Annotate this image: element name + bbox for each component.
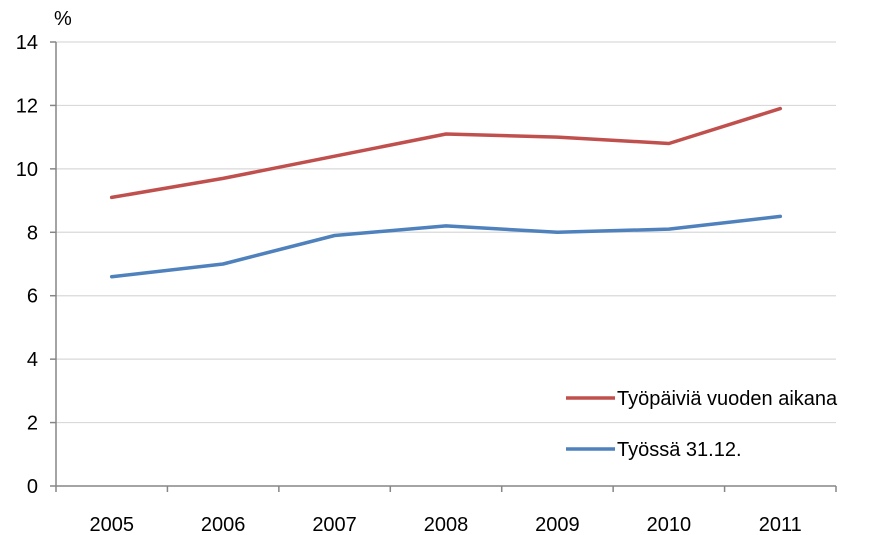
x-tick-label: 2011 [759,514,802,535]
x-tick-label: 2007 [312,514,357,535]
x-tick-label: 2010 [647,514,692,535]
gridlines [56,41,836,424]
legend: Työpäiviä vuoden aikana Työssä 31.12. [566,388,838,461]
legend-label-1: Työpäiviä vuoden aikana [617,388,838,410]
x-axis-ticks: 2005 2006 2007 2008 2009 2010 2011 [55,486,837,535]
x-tick-label: 2006 [201,514,246,535]
y-tick-label: 10 [16,159,38,181]
data-series [109,106,783,279]
y-tick-label: 0 [27,476,38,498]
series-line-1 [109,106,783,200]
y-tick-label: 12 [16,95,38,117]
y-tick-label: 6 [27,286,38,308]
y-tick-label: 2 [27,413,38,435]
x-tick-label: 2008 [424,514,469,535]
x-tick-label: 2009 [535,514,580,535]
legend-label-2: Työssä 31.12. [617,439,742,461]
y-tick-label: 4 [27,349,38,371]
series-line-2 [109,214,783,279]
x-tick-label: 2005 [89,514,134,535]
y-axis-ticks: 0 2 4 6 8 10 12 14 [16,32,56,498]
y-tick-label: 14 [16,32,38,54]
axes [55,42,836,487]
y-tick-label: 8 [27,222,38,244]
y-axis-unit-label: % [54,8,72,30]
